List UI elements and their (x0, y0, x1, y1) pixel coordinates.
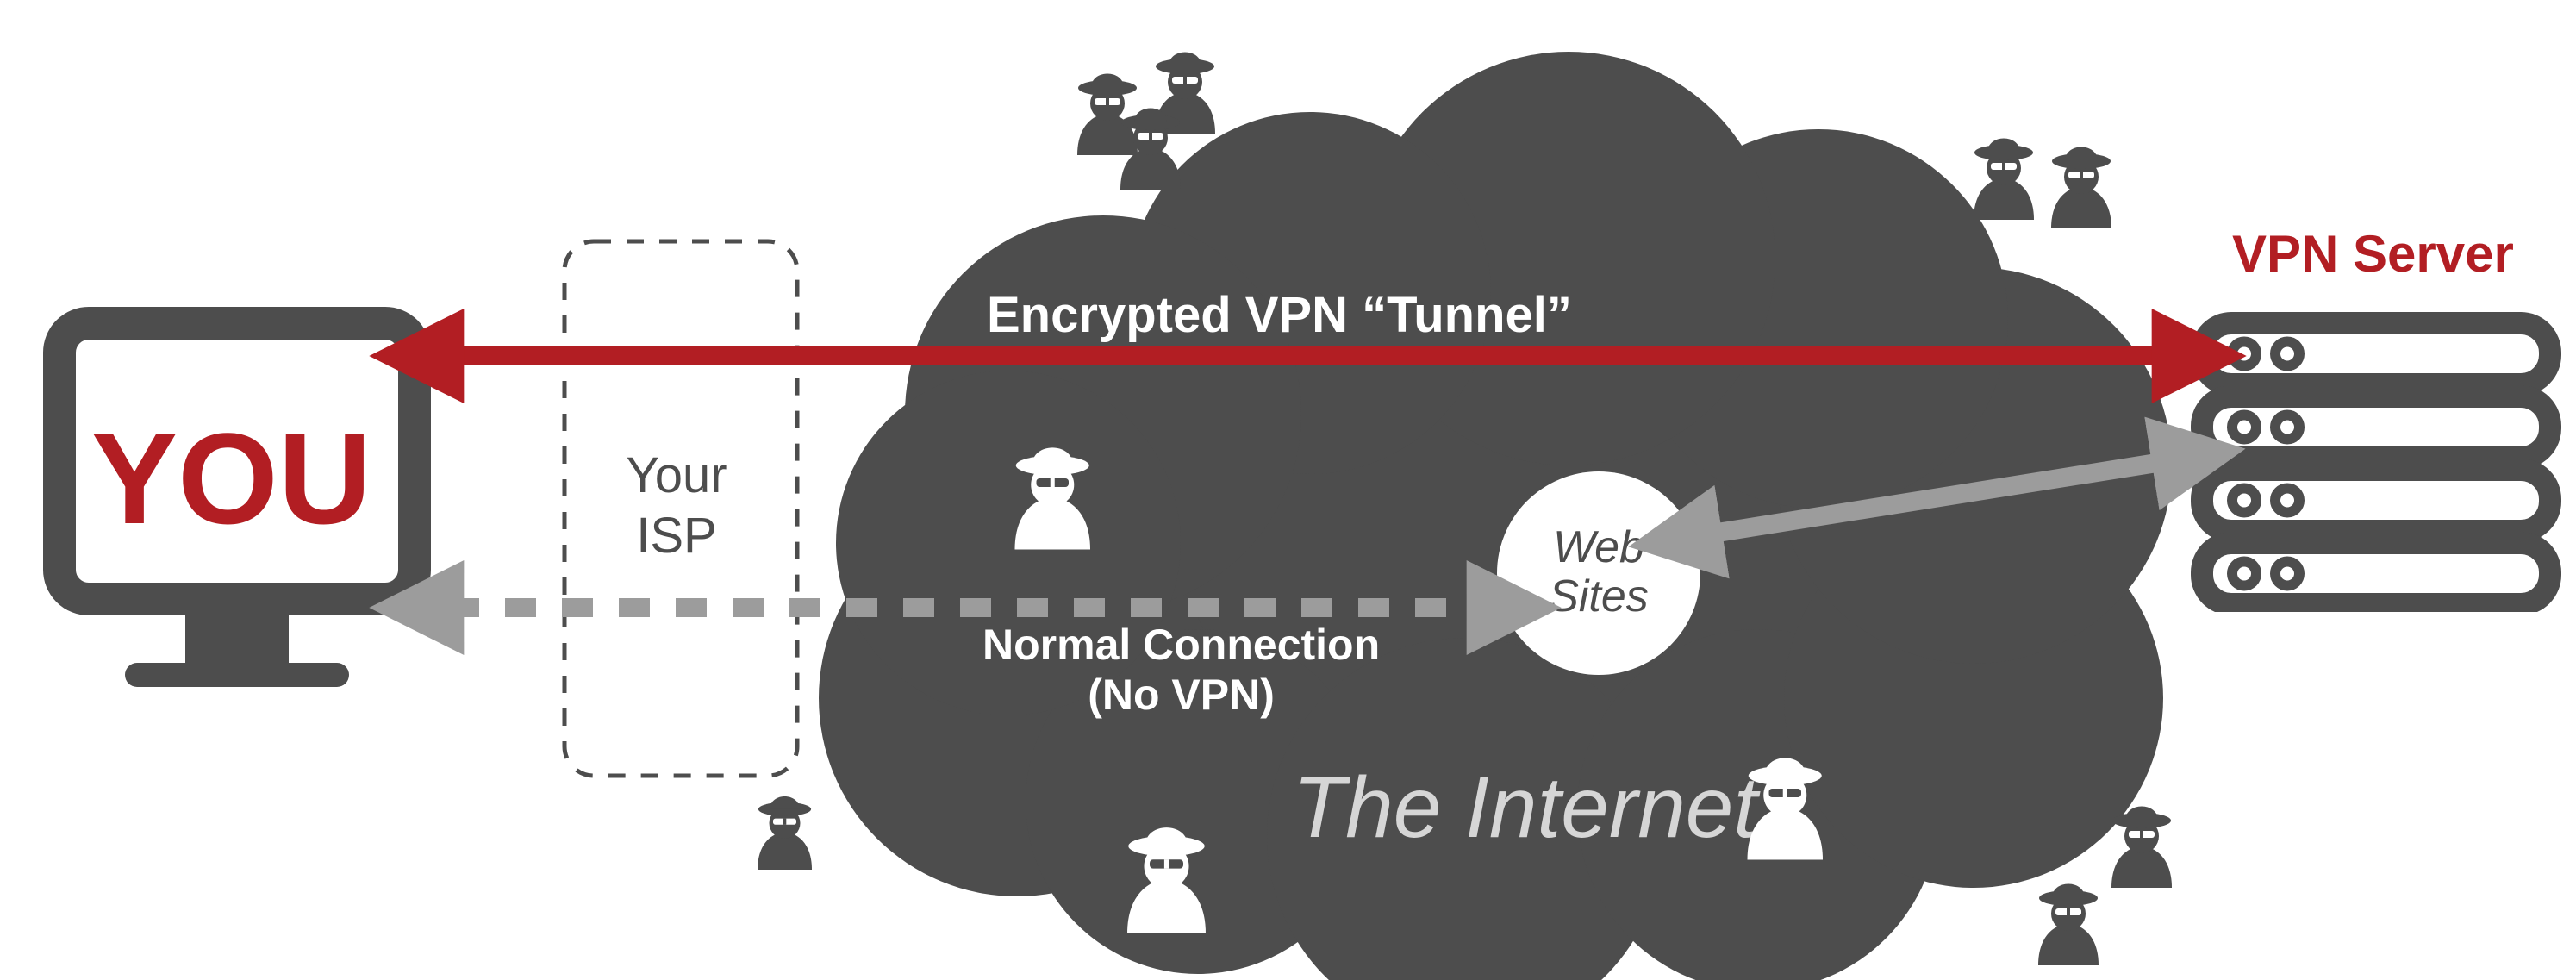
normal-connection-label: Normal Connection(No VPN) (982, 621, 1380, 720)
spy-icon (1112, 95, 1189, 190)
spy-icon (1965, 125, 2043, 220)
cloud-label: The Internet (1293, 758, 1757, 858)
spy-icon (1737, 741, 1834, 860)
spy-icon (2030, 871, 2107, 965)
user-label: YOU (91, 404, 371, 553)
spy-icon (2103, 793, 2180, 888)
spy-icon (750, 784, 820, 870)
spy-icon (1004, 431, 1101, 550)
websites-label: WebSites (1497, 523, 1700, 621)
vpn-server-icon (2189, 310, 2568, 612)
vpn-server-title: VPN Server (2232, 224, 2514, 284)
spy-icon (1116, 810, 1217, 933)
isp-label: YourISP (560, 446, 793, 565)
diagram-canvas: The Internet WebSites YOU YourISP VPN Server… (0, 0, 2576, 980)
spy-icon (2043, 134, 2120, 228)
vpn-tunnel-label: Encrypted VPN “Tunnel” (987, 286, 1572, 344)
